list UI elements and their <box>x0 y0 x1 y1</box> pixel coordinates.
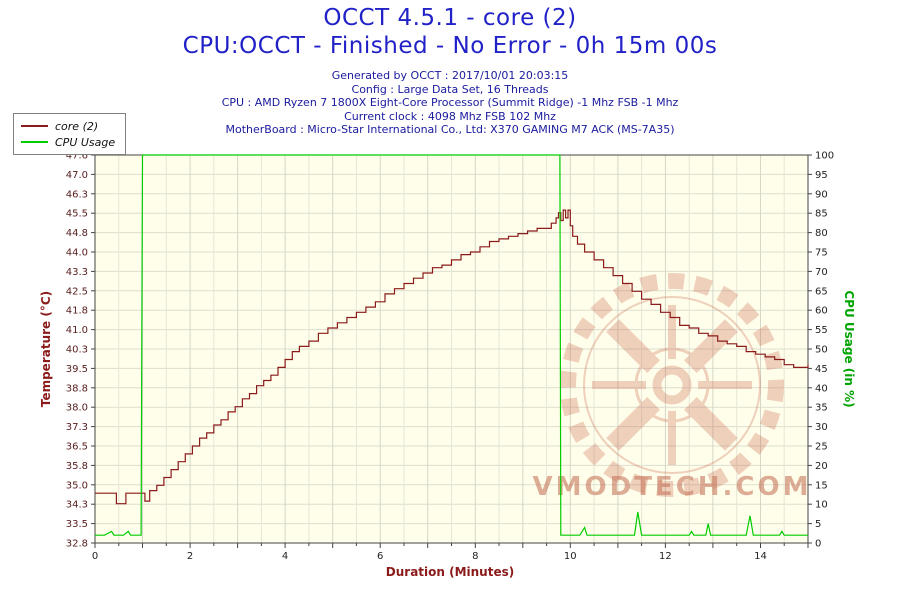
right-tick-label: 30 <box>815 422 828 433</box>
report-subtitle: CPU:OCCT - Finished - No Error - 0h 15m … <box>182 33 718 59</box>
left-tick-label: 35.8 <box>66 461 88 472</box>
right-tick-label: 95 <box>815 170 828 181</box>
right-tick-label: 70 <box>815 267 828 278</box>
left-tick-label: 45.5 <box>66 209 88 220</box>
x-tick-label: 6 <box>377 551 383 562</box>
right-tick-label: 10 <box>815 500 828 511</box>
left-tick-label: 42.5 <box>66 286 88 297</box>
right-tick-label: 90 <box>815 189 828 200</box>
right-tick-label: 60 <box>815 306 828 317</box>
right-tick-label: 55 <box>815 325 828 336</box>
report-info-line: Generated by OCCT : 2017/10/01 20:03:15 <box>331 69 569 82</box>
legend-line-swatch <box>21 141 48 143</box>
report-info-line: Config : Large Data Set, 16 Threads <box>351 82 549 96</box>
chart-legend: core (2) CPU Usage <box>13 113 127 155</box>
left-tick-label: 38.0 <box>66 403 88 414</box>
x-tick-label: 2 <box>187 551 193 562</box>
watermark-gear <box>560 273 784 497</box>
legend-item: core (2) <box>21 118 115 134</box>
left-tick-label: 41.0 <box>66 325 88 336</box>
right-tick-label: 5 <box>815 519 821 530</box>
left-tick-label: 35.0 <box>66 480 88 491</box>
left-tick-label: 46.3 <box>66 189 88 200</box>
right-tick-label: 20 <box>815 461 828 472</box>
cpu-usage-series-line <box>95 154 808 536</box>
right-tick-label: 50 <box>815 345 828 356</box>
right-tick-label: 45 <box>815 364 828 375</box>
right-tick-label: 40 <box>815 383 828 394</box>
x-tick-label: 14 <box>754 551 767 562</box>
right-tick-label: 80 <box>815 228 828 239</box>
x-tick-label: 10 <box>564 551 577 562</box>
right-tick-label: 75 <box>815 248 828 259</box>
right-tick-label: 100 <box>815 151 834 162</box>
left-tick-label: 38.8 <box>66 383 88 394</box>
right-tick-label: 65 <box>815 286 828 297</box>
watermark-text: VMODTECH.COM <box>533 472 812 502</box>
legend-label: core (2) <box>55 119 99 133</box>
x-axis-title: Duration (Minutes) <box>385 565 515 579</box>
left-tick-label: 44.8 <box>66 228 88 239</box>
left-tick-label: 33.5 <box>66 519 88 530</box>
right-tick-label: 85 <box>815 209 828 220</box>
left-tick-label: 40.3 <box>66 345 88 356</box>
right-tick-label: 25 <box>815 442 828 453</box>
left-tick-label: 44.0 <box>66 248 88 259</box>
right-tick-label: 0 <box>815 539 821 550</box>
legend-line-swatch <box>21 125 48 127</box>
report-info: Generated by OCCT : 2017/10/01 20:03:15 C… <box>0 69 900 137</box>
right-tick-label: 35 <box>815 403 828 414</box>
left-tick-label: 32.8 <box>66 539 88 550</box>
report-info-line: MotherBoard : Micro-Star International C… <box>225 123 675 137</box>
report-title: OCCT 4.5.1 - core (2) <box>323 5 577 31</box>
report-info-line: Current clock : 4098 Mhz FSB 102 Mhz <box>344 109 556 123</box>
left-tick-label: 34.3 <box>66 500 88 511</box>
left-tick-label: 47.0 <box>66 170 88 181</box>
x-tick-label: 8 <box>472 551 478 562</box>
left-tick-label: 47.6 <box>66 151 88 162</box>
x-tick-label: 4 <box>282 551 288 562</box>
report-info-line: CPU : AMD Ryzen 7 1800X Eight-Core Proce… <box>221 96 679 110</box>
right-tick-label: 15 <box>815 480 828 491</box>
left-axis-title: Temperature (°C) <box>39 290 53 408</box>
left-tick-label: 36.5 <box>66 442 88 453</box>
legend-label: CPU Usage <box>55 135 116 149</box>
temperature-series-line <box>95 209 809 505</box>
left-tick-label: 43.3 <box>66 267 88 278</box>
left-tick-label: 39.5 <box>66 364 88 375</box>
x-tick-label: 12 <box>659 551 672 562</box>
left-tick-label: 41.8 <box>66 306 88 317</box>
x-tick-label: 0 <box>92 551 98 562</box>
right-axis-title: CPU Usage (in %) <box>842 290 856 408</box>
left-tick-label: 37.3 <box>66 422 88 433</box>
legend-item: CPU Usage <box>21 134 115 150</box>
